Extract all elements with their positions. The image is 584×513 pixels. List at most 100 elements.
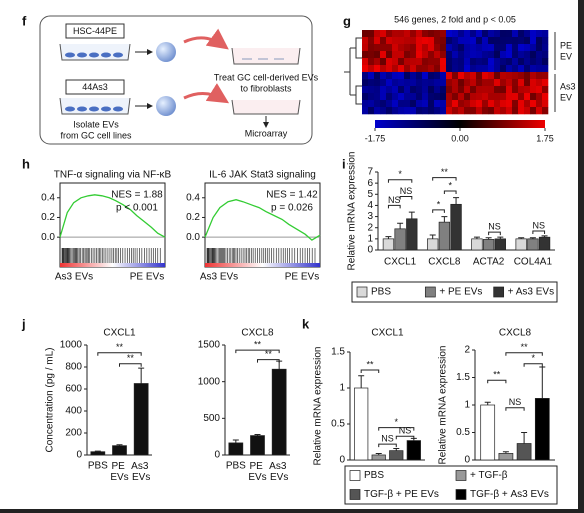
heatmap-cell [434, 51, 441, 59]
legend-swatch [455, 489, 467, 500]
y-tick-label: 0 [367, 245, 373, 256]
heatmap-cell [530, 79, 537, 87]
heatmap-cell [458, 51, 465, 59]
error-bar [393, 447, 400, 451]
heatmap-cell [524, 93, 531, 101]
heatmap-cell [386, 86, 393, 94]
label-box [65, 79, 125, 95]
bar [471, 238, 483, 251]
panel-letter: f [22, 13, 27, 28]
bar [534, 398, 550, 461]
heatmap-cell [434, 79, 441, 87]
heatmap-cell [512, 51, 519, 59]
heatmap-cell [488, 37, 495, 45]
cell-line: HSC-44PE [73, 26, 117, 36]
frame-edge [578, 0, 584, 513]
colorbar [375, 120, 545, 128]
heatmap-cell [536, 44, 543, 52]
x-tick-label: ACTA2 [473, 257, 505, 268]
bar [516, 443, 532, 461]
heatmap-cell [530, 72, 537, 80]
heatmap-cell [410, 30, 417, 38]
legend-swatch [455, 470, 467, 481]
bar [515, 238, 527, 251]
error-bar [529, 237, 536, 239]
legend-label: TGF-β + As3 EVs [470, 489, 549, 500]
heatmap-cell [542, 30, 549, 38]
significance-label: NS [388, 195, 401, 205]
error-bar [453, 197, 460, 205]
heatmap-cell [506, 37, 513, 45]
significance-bracket [523, 363, 543, 367]
heatmap-cell [386, 79, 393, 87]
heatmap-cell [404, 93, 411, 101]
heatmap-cell [482, 93, 489, 101]
heatmap-cell [374, 65, 381, 73]
heatmap-cell [488, 44, 495, 52]
heatmap-cell [494, 72, 501, 80]
heatmap-cell [452, 44, 459, 52]
heatmap-cell [398, 65, 405, 73]
significance-bracket [488, 231, 501, 236]
legend-label: + As3 EVs [508, 287, 554, 298]
heatmap-cell [392, 86, 399, 94]
frame-edge [0, 509, 584, 513]
heatmap-cell [416, 100, 423, 108]
heatmap-cell [464, 107, 471, 115]
heatmap-cell [464, 93, 471, 101]
heatmap-cell [416, 93, 423, 101]
error-bar [358, 375, 365, 388]
heatmap-cell [464, 51, 471, 59]
bar [450, 203, 462, 251]
heatmap-cell [524, 37, 531, 45]
significance-label: NS [488, 222, 501, 232]
heatmap-cell [524, 44, 531, 52]
significance-label: ** [116, 342, 124, 352]
heatmap-cell [452, 100, 459, 108]
heatmap-cell [422, 58, 429, 66]
error-bar [539, 366, 546, 399]
legend-label: + PE EVs [439, 287, 482, 298]
heatmap-cell [536, 100, 543, 108]
y-tick-label: 0.4 [41, 192, 55, 203]
legend-label: + TGF-β [470, 470, 508, 481]
heatmap-cell [506, 51, 513, 59]
y-tick-label: 1500 [198, 340, 221, 351]
significance-label: * [531, 353, 535, 363]
heatmap-cell [470, 72, 477, 80]
heatmap-cell [440, 65, 447, 73]
heatmap-cell [542, 44, 549, 52]
heatmap-cell [512, 37, 519, 45]
y-tick-label: 2 [464, 345, 470, 356]
significance-bracket [487, 379, 507, 384]
y-tick-label: 1.5 [331, 347, 345, 358]
heatmap-cell [380, 44, 387, 52]
heatmap-cell [374, 58, 381, 66]
heatmap-cell [494, 86, 501, 94]
dendrogram [344, 37, 362, 105]
heatmap-cell [398, 79, 405, 87]
heatmap-cell [434, 86, 441, 94]
error-bar [254, 433, 261, 436]
heatmap-cell [440, 107, 447, 115]
heatmap-cell [488, 30, 495, 38]
error-bar [497, 236, 504, 239]
heatmap-cell [392, 93, 399, 101]
heatmap-cell [374, 72, 381, 80]
heatmap-cell [368, 30, 375, 38]
x-tick-label: PBS [88, 461, 108, 472]
heatmap-cell [512, 65, 519, 73]
heatmap-cell [374, 86, 381, 94]
heatmap-cell [434, 58, 441, 66]
heatmap-cell [416, 86, 423, 94]
legend-label: PBS [371, 287, 391, 298]
heatmap-cell [536, 93, 543, 101]
heatmap-cell [482, 58, 489, 66]
heatmap-cell [470, 107, 477, 115]
heatmap-cell [422, 30, 429, 38]
heatmap-cell [404, 107, 411, 115]
heatmap-cell [458, 37, 465, 45]
heatmap-cell [380, 93, 387, 101]
legend-swatch [493, 286, 505, 298]
y-tick-label: 400 [65, 406, 82, 417]
